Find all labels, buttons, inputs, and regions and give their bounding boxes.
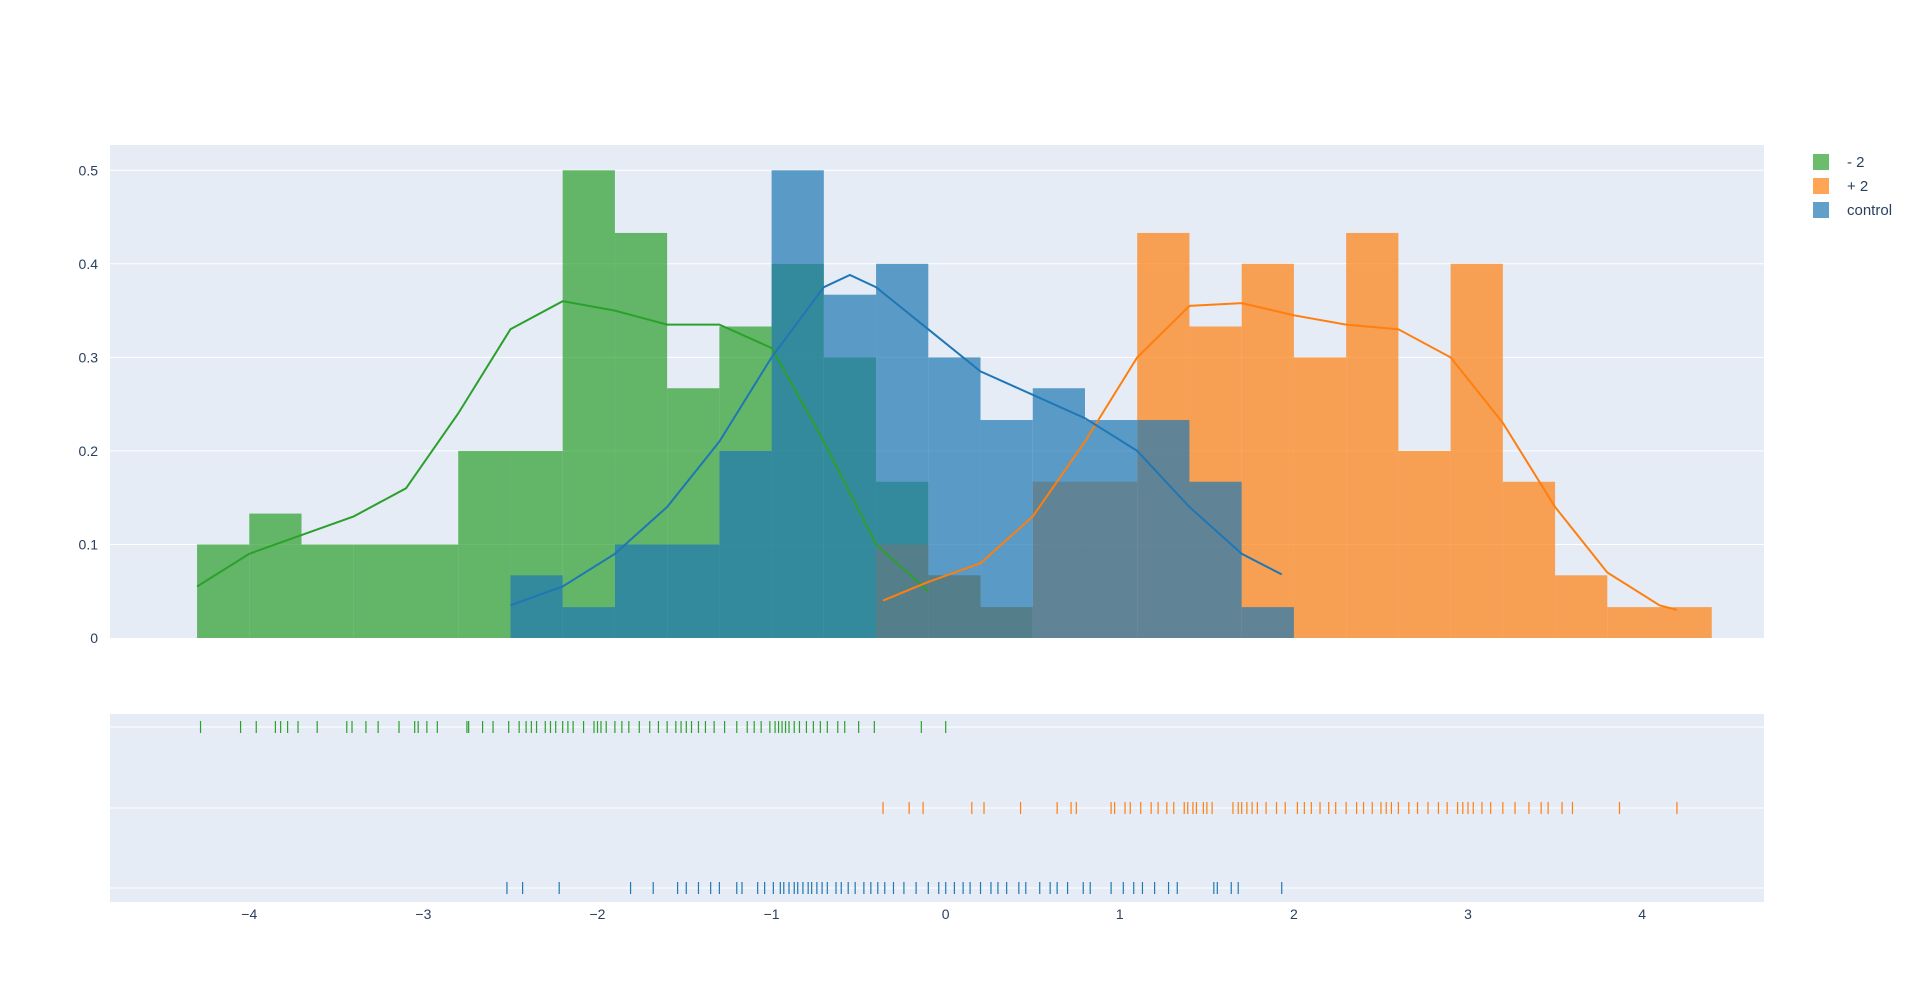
legend-swatch — [1813, 202, 1829, 218]
x-tick-label: −2 — [590, 906, 606, 922]
legend-label: + 2 — [1847, 178, 1868, 195]
histogram-bar — [510, 575, 563, 638]
histogram-bar — [1293, 357, 1347, 638]
legend-swatch — [1813, 178, 1829, 194]
histogram-bar — [667, 544, 720, 638]
histogram-bar — [614, 544, 668, 638]
histogram-bar — [876, 263, 929, 638]
histogram-bar — [823, 294, 877, 638]
kde-curve — [882, 302, 1678, 611]
y-tick-label: 0.5 — [79, 162, 99, 178]
legend-swatch — [1813, 154, 1829, 170]
y-tick-label: 0 — [90, 630, 98, 646]
legend-item[interactable]: - 2 — [1813, 154, 1865, 171]
y-tick-label: 0.4 — [79, 256, 99, 272]
x-tick-label: 3 — [1464, 906, 1472, 922]
legend[interactable]: - 2 + 2 control — [1813, 154, 1892, 219]
histogram-bar — [1398, 450, 1451, 638]
legend-label: - 2 — [1847, 154, 1865, 171]
histogram-bar — [249, 513, 302, 638]
histogram-bar — [1137, 420, 1190, 638]
histogram-bar — [1032, 388, 1085, 638]
histogram-bar — [301, 544, 354, 638]
histogram-bar — [1607, 607, 1660, 638]
histogram-bar — [405, 544, 459, 638]
histogram-bar — [771, 170, 824, 639]
histogram-bar — [1502, 481, 1556, 638]
kde-curve — [196, 300, 929, 592]
x-tick-label: 0 — [942, 906, 950, 922]
histogram-bar — [353, 544, 406, 638]
x-tick-label: −3 — [415, 906, 431, 922]
x-tick-label: 1 — [1116, 906, 1124, 922]
rug-marks — [199, 721, 1678, 894]
histogram-bar — [1084, 420, 1138, 638]
y-axis-tick-labels: 0 0.1 0.2 0.3 0.4 0.5 — [79, 162, 99, 646]
histogram-bar — [1241, 263, 1294, 638]
y-tick-label: 0.2 — [79, 443, 99, 459]
x-tick-label: −4 — [241, 906, 257, 922]
histogram-bar — [458, 450, 511, 638]
y-tick-label: 0.1 — [79, 536, 99, 552]
x-axis-tick-labels: −4 −3 −2 −1 0 1 2 3 4 — [241, 906, 1646, 922]
histogram-bar — [562, 607, 615, 638]
kde-curve — [510, 273, 1283, 607]
histogram-bar — [562, 170, 615, 639]
histogram-bar — [1450, 263, 1503, 638]
kde-curves — [196, 273, 1678, 611]
legend-item[interactable]: control — [1813, 202, 1892, 219]
legend-label: control — [1847, 202, 1892, 219]
histogram-bar — [1189, 481, 1242, 638]
x-tick-label: 2 — [1290, 906, 1298, 922]
histogram-bar — [1659, 607, 1712, 638]
histogram-bar — [980, 420, 1033, 638]
histogram-bar — [719, 450, 772, 638]
x-tick-label: −1 — [764, 906, 780, 922]
y-tick-label: 0.3 — [79, 349, 99, 365]
histogram-bar — [1241, 607, 1294, 638]
legend-item[interactable]: + 2 — [1813, 178, 1868, 195]
histogram-bar — [928, 357, 981, 638]
x-tick-label: 4 — [1638, 906, 1646, 922]
histogram-bar — [1555, 575, 1608, 638]
histogram-bar — [1346, 232, 1399, 638]
